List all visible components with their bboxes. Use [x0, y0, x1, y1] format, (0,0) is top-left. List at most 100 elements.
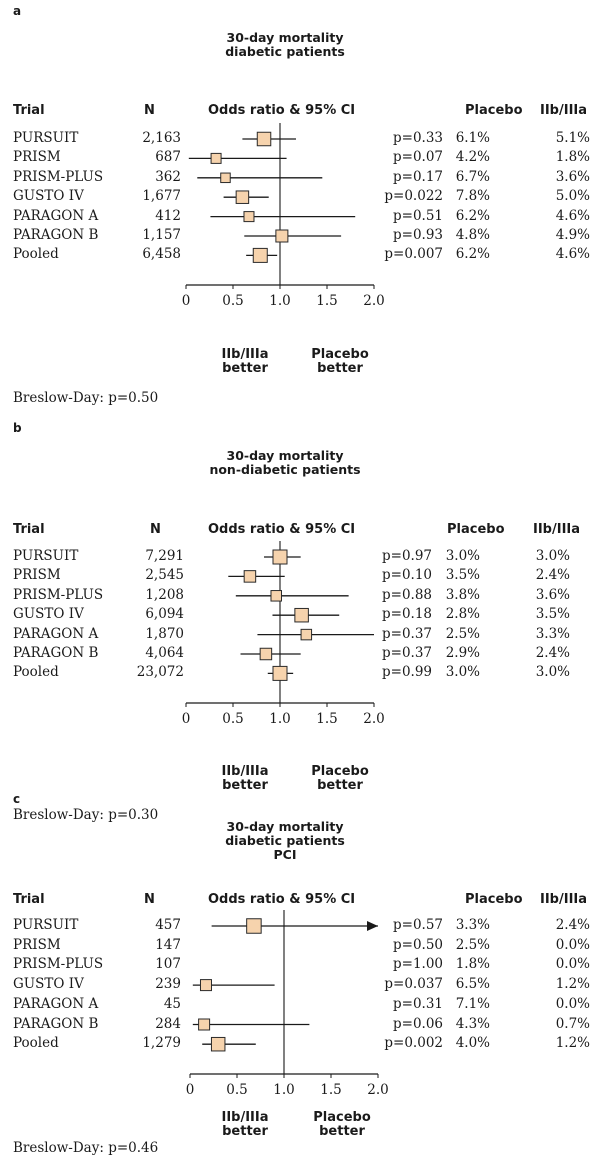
- rows: PURSUIT 457 p=0.57 3.3% 2.4% PRISM 147 p=0.50 2.…: [0, 0, 599, 1051]
- sample-size: 147: [155, 936, 181, 953]
- iibiiia-rate: 3.6%: [555, 168, 590, 185]
- x-tick-label: 0.5: [222, 293, 243, 309]
- odds-ratio-marker: [252, 247, 268, 263]
- sample-size: 1,208: [145, 586, 184, 603]
- trial-name: PRISM-PLUS: [13, 956, 104, 973]
- placebo-rate: 7.8%: [455, 188, 490, 205]
- iibiiia-rate: 3.0%: [535, 548, 570, 564]
- iibiiia-rate: 1.2%: [555, 976, 590, 993]
- title-line: diabetic patients: [225, 44, 345, 59]
- breslow-day-footer: Breslow-Day: p=0.30: [13, 807, 159, 823]
- p-value: p=0.88: [381, 586, 432, 603]
- trial-name: PARAGON B: [13, 1015, 99, 1032]
- iibiiia-rate: 4.6%: [555, 207, 590, 224]
- iibiiia-rate: 2.4%: [535, 567, 570, 584]
- x-tick-label: 2.0: [363, 293, 384, 309]
- sample-size: 1,279: [142, 1035, 181, 1052]
- placebo-rate: 3.8%: [445, 586, 480, 603]
- better-text: better: [222, 361, 268, 376]
- trial-name: GUSTO IV: [13, 606, 84, 623]
- placebo-rate: 3.0%: [445, 664, 480, 681]
- better-label-left: IIb/IIIa better: [205, 348, 285, 376]
- better-text: better: [319, 1124, 365, 1139]
- iibiiia-rate: 0.0%: [555, 995, 590, 1012]
- x-tick-label: 0: [182, 293, 191, 309]
- trial-name: PARAGON A: [13, 995, 99, 1012]
- odds-ratio-marker: [243, 211, 255, 223]
- trial-name: PRISM: [13, 936, 61, 953]
- header-placebo: Placebo: [447, 522, 505, 537]
- odds-ratio-marker: [199, 979, 212, 992]
- title-line: diabetic patients: [225, 833, 345, 848]
- better-text: better: [317, 778, 363, 793]
- header-placebo: Placebo: [465, 103, 523, 118]
- x-tick-label: 2.0: [367, 1082, 388, 1098]
- iibiiia-rate: 4.9%: [555, 227, 590, 243]
- odds-ratio-marker: [210, 1036, 226, 1052]
- p-value: p=0.51: [392, 207, 443, 224]
- header-odds-ratio: Odds ratio & 95% CI: [208, 522, 356, 537]
- placebo-rate: 4.8%: [455, 227, 490, 243]
- trial-name: PURSUIT: [13, 548, 79, 564]
- odds-ratio-marker: [235, 190, 250, 204]
- placebo-rate: 4.3%: [455, 1015, 490, 1032]
- header-odds-ratio: Odds ratio & 95% CI: [208, 892, 356, 907]
- odds-ratio-marker: [256, 131, 272, 147]
- header-n: N: [144, 103, 155, 118]
- rows: PURSUIT 7,291 p=0.97 3.0% 3.0% PRISM 2,545 p=0.…: [0, 0, 599, 680]
- sample-size: 45: [163, 995, 181, 1012]
- header-n: N: [144, 892, 155, 907]
- sample-size: 7,291: [145, 548, 184, 564]
- better-label-left: IIb/IIIa better: [205, 1111, 285, 1139]
- odds-ratio-marker: [270, 590, 282, 602]
- p-value: p=1.00: [392, 956, 443, 973]
- better-text: better: [317, 361, 363, 376]
- odds-ratio-marker: [272, 549, 288, 565]
- p-value: p=0.97: [381, 548, 432, 564]
- odds-ratio-marker: [259, 647, 273, 661]
- trial-name: PRISM: [13, 149, 61, 166]
- sample-size: 6,458: [142, 246, 181, 263]
- title-line: 30-day mortality: [226, 30, 344, 45]
- iibiiia-rate: 1.8%: [555, 149, 590, 166]
- sample-size: 4,064: [145, 645, 184, 661]
- title-line: PCI: [273, 847, 297, 862]
- p-value: p=0.037: [384, 976, 443, 993]
- trial-name: Pooled: [13, 664, 59, 681]
- sample-size: 284: [155, 1015, 181, 1032]
- p-value: p=0.31: [392, 995, 443, 1012]
- odds-ratio-marker: [300, 628, 313, 641]
- header-placebo: Placebo: [465, 892, 523, 907]
- trial-name: PURSUIT: [13, 130, 79, 146]
- trial-name: Pooled: [13, 246, 59, 263]
- placebo-rate: 3.3%: [455, 917, 490, 933]
- chart-title: 30-day mortality diabetic patients: [140, 31, 430, 59]
- forest-panel-b: b 30-day mortality non-diabetic patients…: [0, 0, 599, 823]
- sample-size: 362: [155, 168, 181, 185]
- header-iibiiia: IIb/IIIa: [533, 522, 581, 537]
- trial-name: PARAGON A: [13, 625, 99, 642]
- placebo-rate: 4.0%: [455, 1035, 490, 1052]
- iibiiia-rate: 0.0%: [555, 936, 590, 953]
- better-text: IIb/IIIa: [221, 764, 269, 779]
- x-tick-label: 1.5: [320, 1082, 341, 1098]
- chart-title: 30-day mortality diabetic patients PCI: [140, 820, 430, 862]
- better-text: better: [222, 778, 268, 793]
- placebo-rate: 4.2%: [455, 149, 490, 166]
- placebo-rate: 2.5%: [455, 936, 490, 953]
- placebo-rate: 6.7%: [455, 168, 490, 185]
- p-value: p=0.93: [392, 227, 443, 243]
- p-value: p=0.10: [381, 567, 432, 584]
- panel-letter: b: [13, 421, 22, 435]
- header-trial: Trial: [13, 522, 45, 537]
- p-value: p=0.06: [392, 1015, 443, 1032]
- x-tick-label: 1.0: [269, 293, 290, 309]
- p-value: p=0.37: [381, 625, 432, 642]
- sample-size: 1,157: [142, 227, 181, 243]
- iibiiia-rate: 3.0%: [535, 664, 570, 681]
- x-tick-label: 0: [186, 1082, 195, 1098]
- iibiiia-rate: 5.0%: [555, 188, 590, 205]
